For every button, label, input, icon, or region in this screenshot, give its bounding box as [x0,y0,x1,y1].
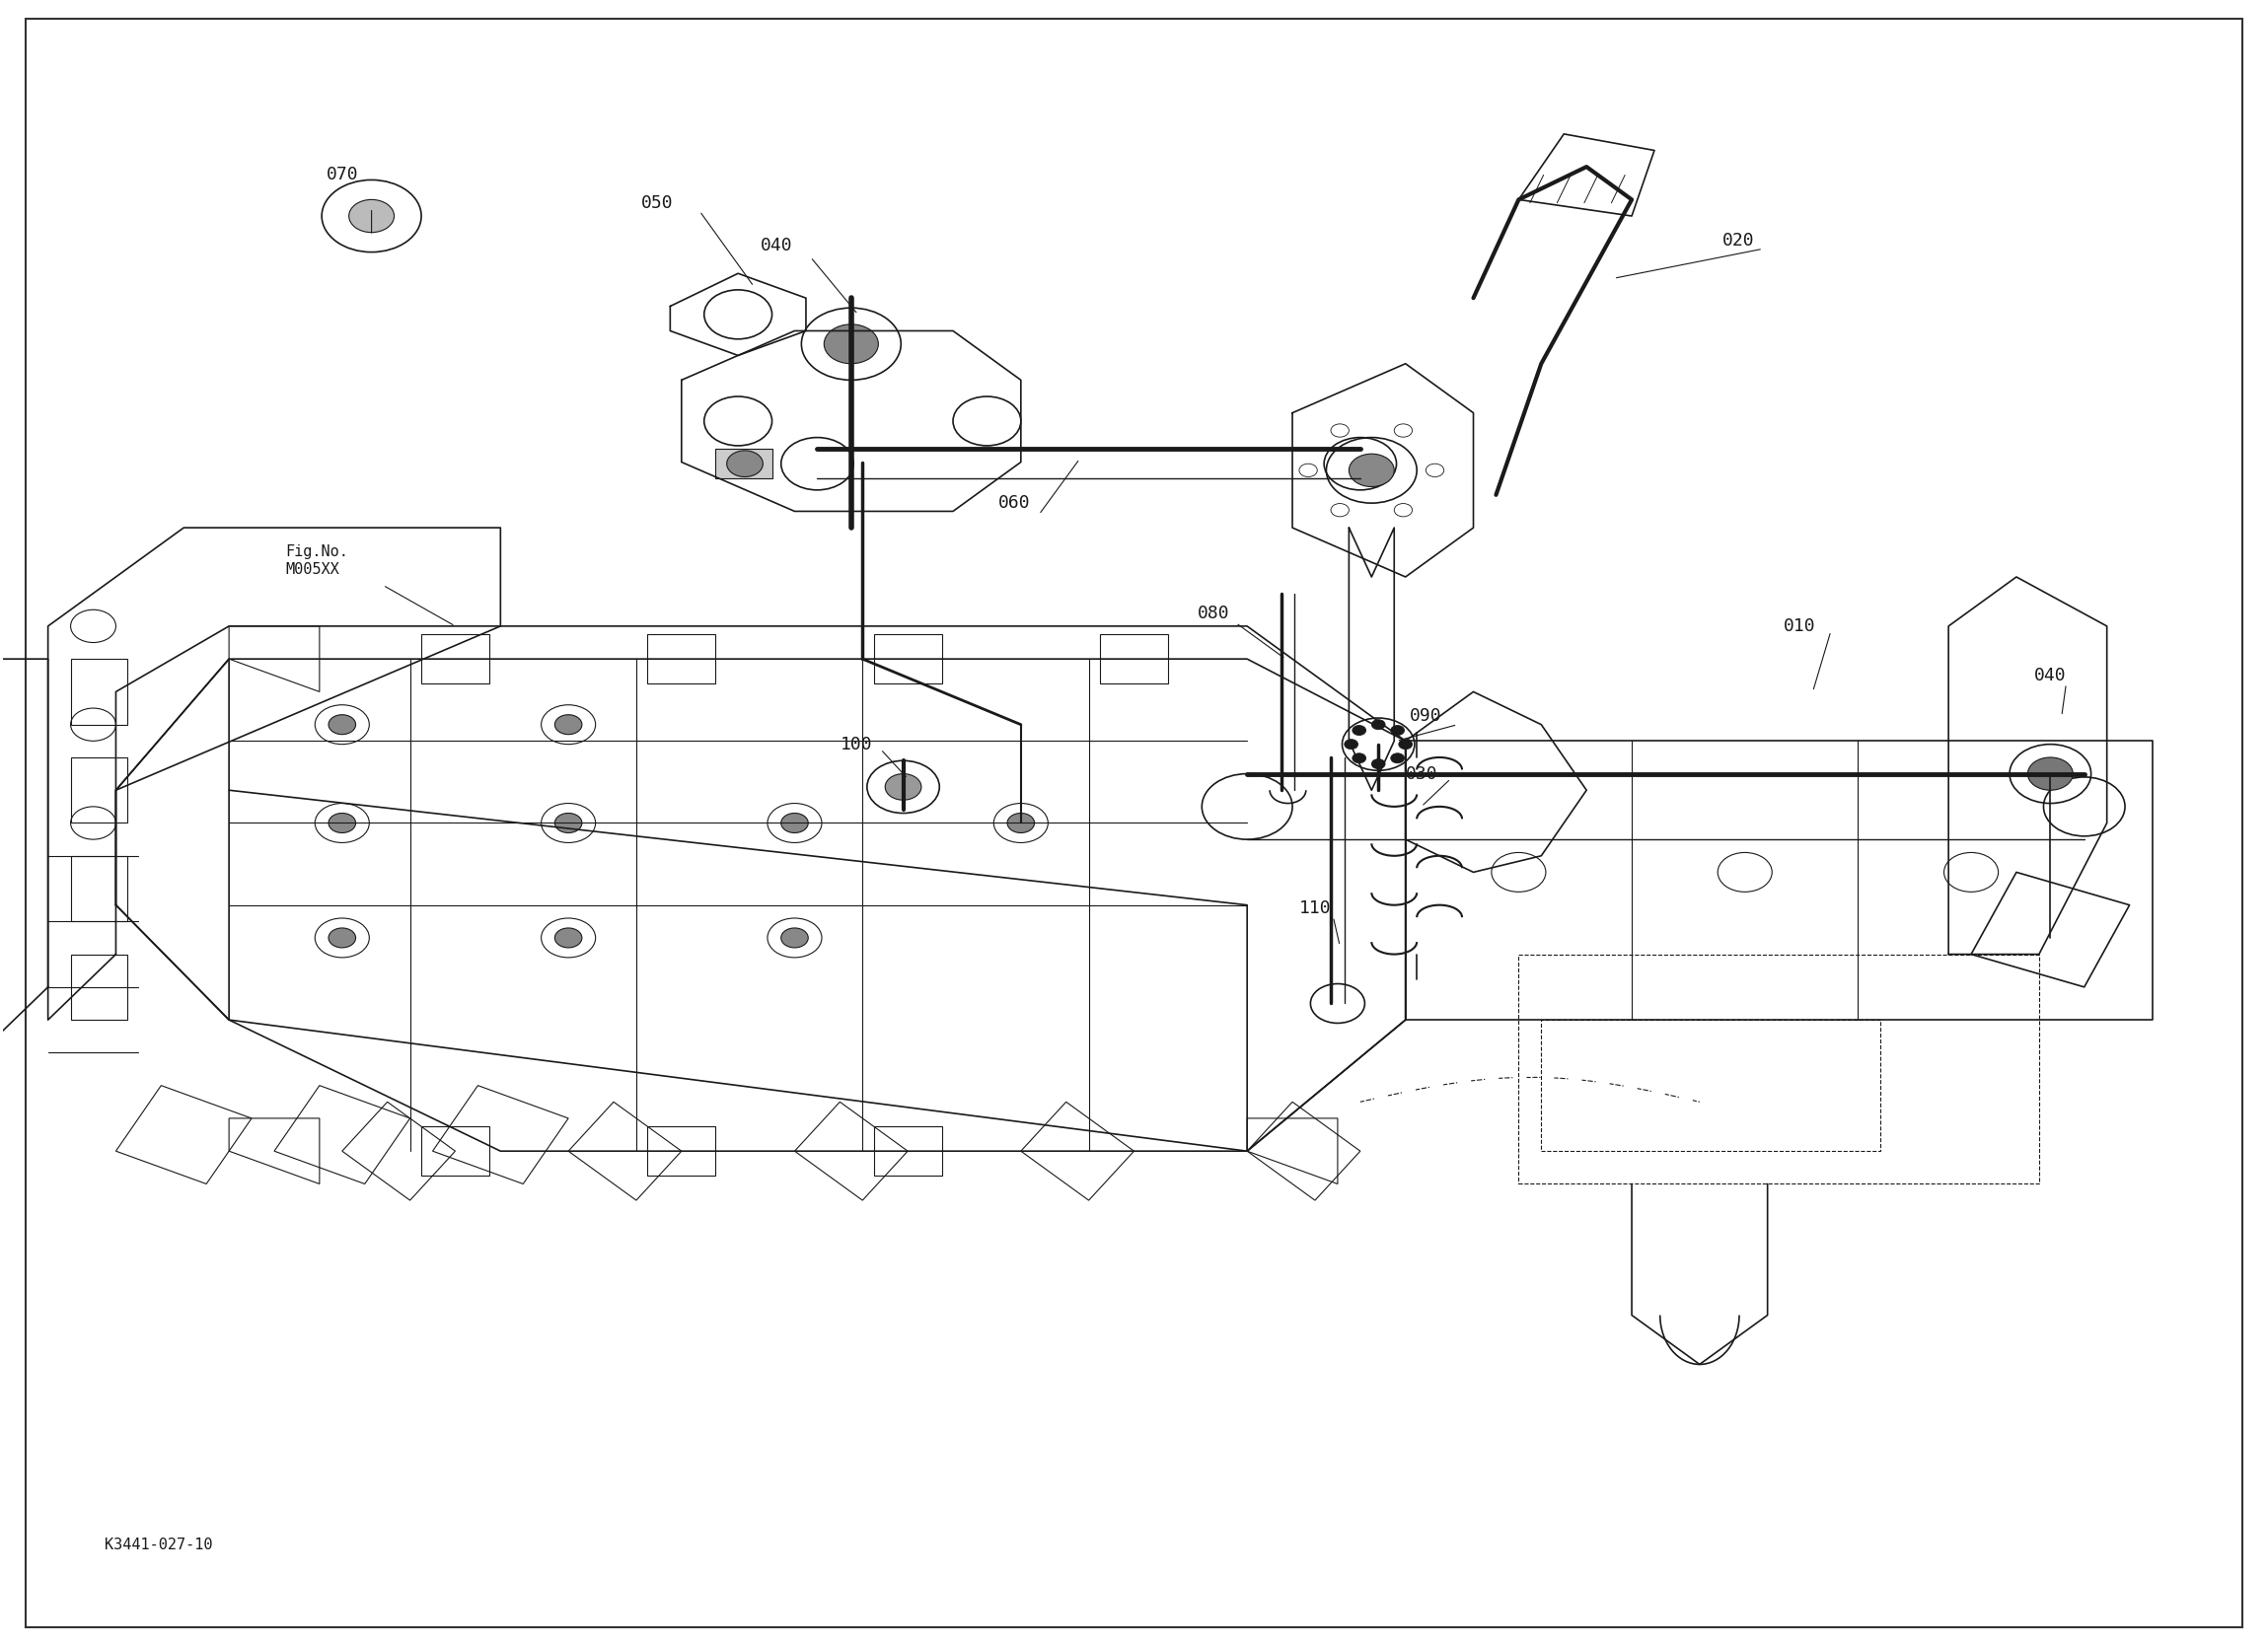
Circle shape [1390,726,1404,736]
Circle shape [1345,739,1359,749]
Bar [873,634,941,683]
Circle shape [780,813,807,833]
Bar [70,856,127,922]
Bar [1542,1021,1880,1151]
Circle shape [1390,754,1404,764]
Bar [873,1126,941,1175]
Circle shape [329,714,356,734]
Circle shape [1399,739,1413,749]
Text: 010: 010 [1783,617,1814,635]
Bar [649,634,714,683]
Text: 030: 030 [1406,765,1438,782]
Text: 060: 060 [998,494,1030,512]
Text: Fig.No.
M005XX: Fig.No. M005XX [286,545,349,576]
Circle shape [1352,754,1365,764]
Circle shape [329,928,356,948]
Bar [70,658,127,724]
Circle shape [780,928,807,948]
Circle shape [556,928,583,948]
Text: 100: 100 [839,736,873,754]
Bar [422,634,490,683]
Text: 090: 090 [1411,708,1442,726]
Circle shape [556,714,583,734]
Circle shape [556,813,583,833]
Bar [422,1126,490,1175]
Bar [70,757,127,823]
Bar [70,955,127,1021]
Circle shape [1372,759,1386,769]
Text: 020: 020 [1721,232,1755,250]
Bar [649,1126,714,1175]
Text: 070: 070 [327,166,358,184]
Text: 040: 040 [760,237,794,255]
Circle shape [329,813,356,833]
Circle shape [823,324,878,364]
Text: 040: 040 [2034,667,2066,685]
Text: 110: 110 [1300,899,1331,917]
Circle shape [1349,454,1395,487]
Bar [1100,634,1168,683]
Bar [714,449,771,479]
Circle shape [1352,726,1365,736]
Text: 050: 050 [642,194,674,212]
Circle shape [726,451,762,477]
Circle shape [2028,757,2073,790]
Text: 080: 080 [1198,604,1229,622]
Circle shape [885,774,921,800]
Circle shape [1007,813,1034,833]
Circle shape [349,199,395,232]
Text: K3441-027-10: K3441-027-10 [104,1537,213,1552]
Circle shape [1372,719,1386,729]
